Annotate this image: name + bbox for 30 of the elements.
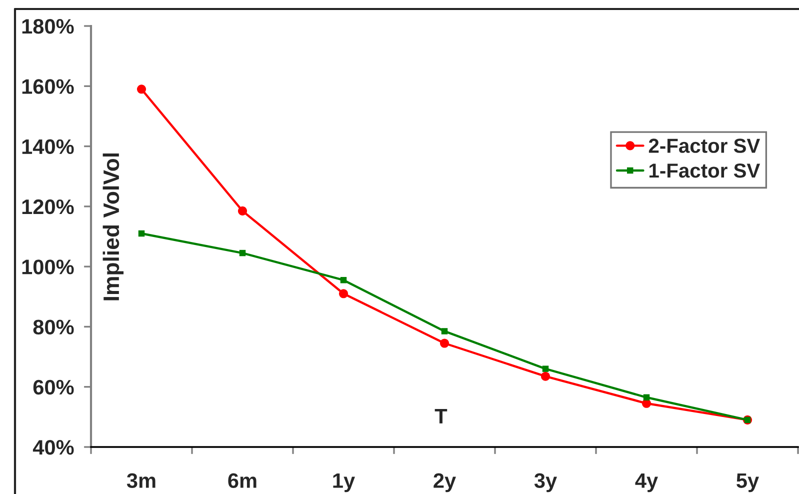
- y-tick-label: 160%: [22, 79, 74, 94]
- point: [239, 250, 246, 256]
- y-tick-label: 180%: [22, 19, 74, 34]
- y-tick-label: 100%: [22, 260, 74, 274]
- legend-label: 2-Factor SV: [648, 138, 760, 153]
- x-tick-label: 3y: [534, 473, 557, 492]
- point: [340, 276, 347, 284]
- point: [542, 366, 549, 372]
- y-tick-label: 120%: [22, 199, 74, 214]
- x-tick-label: 2y: [434, 473, 456, 492]
- x-tick-label: 3m: [126, 473, 156, 488]
- x-tick-label: 4y: [635, 473, 658, 492]
- y-tick-label: 60%: [33, 380, 74, 395]
- point: [643, 394, 650, 401]
- y-tick-label: 80%: [33, 320, 74, 334]
- x-axis-title: T: [434, 409, 448, 424]
- point: [138, 230, 145, 237]
- point: [338, 289, 348, 298]
- x-tick-label: 1y: [333, 473, 355, 492]
- y-axis-title: Implied VolVol: [102, 153, 124, 300]
- point: [136, 84, 146, 94]
- point: [441, 328, 448, 334]
- x-tick-label: 5y: [736, 473, 759, 492]
- point: [238, 206, 248, 216]
- y-tick-label: 140%: [22, 139, 74, 154]
- point: [540, 372, 550, 381]
- x-tick-label: 6m: [228, 473, 256, 488]
- point: [440, 338, 450, 348]
- y-tick-label: 40%: [32, 440, 74, 455]
- legend-label: 1-Factor SV: [650, 163, 760, 178]
